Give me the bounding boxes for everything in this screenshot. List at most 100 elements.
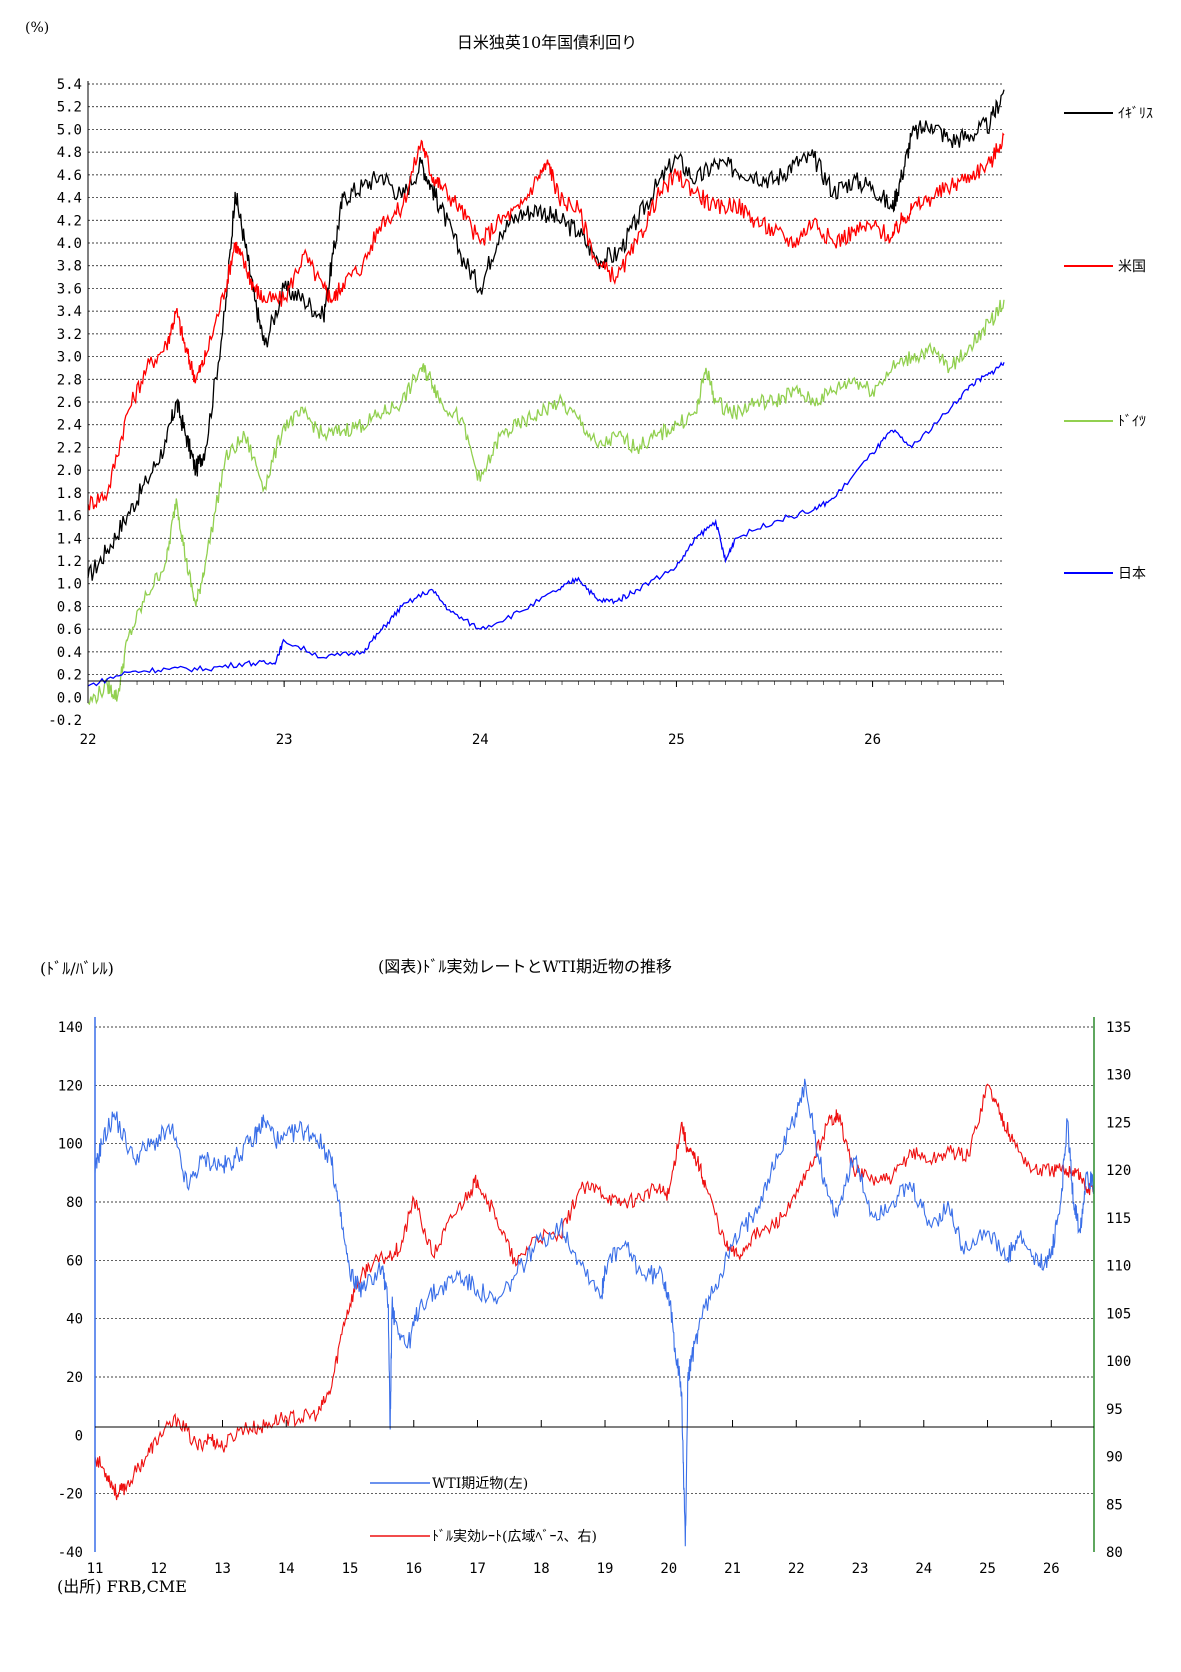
chart2-left-y-tick-label: 140: [58, 1020, 83, 1036]
chart2-left-y-tick-label: -20: [58, 1487, 83, 1503]
chart1-y-tick-label: 5.2: [57, 100, 82, 116]
chart1-y-tick-label: 0.6: [57, 622, 82, 638]
dollar-wti-chart: (ﾄﾞﾙ/ﾊﾞﾚﾙ) (図表)ﾄﾞﾙ実効レートとWTI期近物の推移 -40 -20…: [40, 957, 1131, 1596]
chart1-y-tick-label: 1.2: [57, 554, 82, 570]
chart1-y-tick-label: 3.6: [57, 281, 82, 297]
chart1-x-tick-label: 25: [668, 732, 685, 748]
chart1-y-tick-label: 5.0: [57, 122, 82, 138]
chart1-series-line-0: [87, 89, 1005, 581]
chart1-y-ticks: -0.2 0.0 0.2 0.4 0.6 0.8 1.0 1.2 1.4 1.6 1.8 2.0 2.2…: [48, 77, 82, 729]
chart1-legend-label: ｲｷﾞﾘｽ: [1118, 106, 1153, 122]
chart2-x-tick-label: 14: [278, 1561, 295, 1577]
chart1-y-tick-label: -0.2: [48, 713, 82, 729]
chart1-y-tick-label: 3.2: [57, 327, 82, 343]
chart1-x-tick-label: 23: [276, 732, 293, 748]
chart2-x-tick-label: 23: [852, 1561, 869, 1577]
chart1-series-line-1: [87, 132, 1005, 511]
chart2-x-tick-label: 25: [979, 1561, 996, 1577]
chart2-right-y-tick-label: 95: [1106, 1402, 1123, 1418]
chart2-x-tick-label: 11: [87, 1561, 104, 1577]
chart2-right-y-tick-label: 115: [1106, 1211, 1131, 1227]
chart1-y-tick-label: 1.0: [57, 577, 82, 593]
chart2-left-y-ticks: -40 -20 0 20 40 60 80 100 120 140: [58, 1020, 83, 1561]
chart1-y-tick-label: 1.8: [57, 486, 82, 502]
chart2-right-y-tick-label: 90: [1106, 1450, 1123, 1466]
chart1-y-tick-label: 3.4: [57, 304, 82, 320]
chart1-y-tick-label: 1.6: [57, 509, 82, 525]
chart2-right-y-tick-label: 80: [1106, 1545, 1123, 1561]
chart2-x-tick-label: 22: [788, 1561, 805, 1577]
chart2-left-y-tick-label: 60: [66, 1253, 83, 1269]
chart1-legend-label: 米国: [1118, 259, 1146, 275]
chart2-x-tick-label: 24: [915, 1561, 932, 1577]
chart2-x-tick-label: 15: [342, 1561, 359, 1577]
chart1-y-tick-label: 0.8: [57, 599, 82, 615]
chart1-y-tick-label: 3.0: [57, 350, 82, 366]
chart2-x-tick-label: 13: [214, 1561, 231, 1577]
chart2-y-unit-label: (ﾄﾞﾙ/ﾊﾞﾚﾙ): [40, 959, 114, 978]
chart2-title: (図表)ﾄﾞﾙ実効レートとWTI期近物の推移: [378, 957, 672, 976]
chart1-legend: ｲｷﾞﾘｽ 米国 ﾄﾞｲﾂ 日本: [1064, 106, 1153, 582]
chart2-legend: WTI期近物(左) ﾄﾞﾙ実効ﾚｰﾄ(広域ﾍﾞｰｽ、右): [370, 1476, 597, 1545]
chart1-y-tick-label: 4.2: [57, 213, 82, 229]
chart1-y-tick-label: 2.6: [57, 395, 82, 411]
chart2-right-y-tick-label: 100: [1106, 1354, 1131, 1370]
chart1-title: 日米独英10年国債利回り: [457, 33, 637, 52]
chart1-y-tick-label: 0.0: [57, 690, 82, 706]
chart1-x-tick-label: 24: [472, 732, 489, 748]
chart2-series-line-wti: [94, 1078, 1095, 1547]
chart2-right-y-tick-label: 110: [1106, 1259, 1131, 1275]
chart2-right-y-tick-label: 120: [1106, 1163, 1131, 1179]
chart2-left-y-tick-label: 80: [66, 1195, 83, 1211]
chart2-source-note: (出所) FRB,CME: [57, 1577, 187, 1596]
chart2-x-tick-label: 19: [597, 1561, 614, 1577]
chart2-left-y-tick-label: 0: [75, 1428, 83, 1444]
chart2-left-y-tick-label: 20: [66, 1370, 83, 1386]
chart2-right-y-tick-label: 85: [1106, 1497, 1123, 1513]
chart1-series-line-3: [87, 361, 1005, 687]
chart2-right-y-tick-label: 130: [1106, 1068, 1131, 1084]
chart2-x-tick-label: 21: [724, 1561, 741, 1577]
chart2-x-tick-label: 20: [660, 1561, 677, 1577]
chart2-x-ticks: 11 12 13 14 15 16 17 18 19 20 21 22 23 24 25 26: [87, 1420, 1060, 1577]
chart1-x-tick-label: 22: [80, 732, 97, 748]
chart1-y-tick-label: 5.4: [57, 77, 82, 93]
chart1-y-tick-label: 3.8: [57, 259, 82, 275]
chart1-y-tick-label: 2.8: [57, 372, 82, 388]
chart1-y-tick-label: 0.4: [57, 645, 82, 661]
chart1-legend-label: 日本: [1118, 566, 1146, 582]
chart2-series-line-dollar: [94, 1083, 1095, 1501]
chart2-x-tick-label: 12: [150, 1561, 167, 1577]
chart2-x-tick-label: 17: [469, 1561, 486, 1577]
chart1-y-tick-label: 4.8: [57, 145, 82, 161]
chart2-right-y-ticks: 80 85 90 95 100 105 110 115 120 125 130 135: [1106, 1020, 1131, 1561]
bond-yield-chart: (%) 日米独英10年国債利回り -0.2 0.0 0.2 0.4 0.6 0.8 1.0 1…: [25, 20, 1153, 748]
chart1-legend-label: ﾄﾞｲﾂ: [1118, 414, 1146, 430]
chart2-right-y-tick-label: 125: [1106, 1115, 1131, 1131]
chart1-y-unit-label: (%): [25, 20, 49, 36]
chart1-series-line-2: [87, 299, 1005, 706]
chart1-y-tick-label: 0.2: [57, 668, 82, 684]
chart2-legend-label: ﾄﾞﾙ実効ﾚｰﾄ(広域ﾍﾞｰｽ、右): [432, 1529, 597, 1545]
chart2-right-y-tick-label: 105: [1106, 1306, 1131, 1322]
chart2-x-tick-label: 18: [533, 1561, 550, 1577]
chart2-x-tick-label: 26: [1043, 1561, 1060, 1577]
chart2-x-tick-label: 16: [405, 1561, 422, 1577]
chart2-left-y-tick-label: 100: [58, 1137, 83, 1153]
chart2-left-y-tick-label: 120: [58, 1078, 83, 1094]
chart2-left-y-tick-label: -40: [58, 1545, 83, 1561]
chart2-left-y-tick-label: 40: [66, 1312, 83, 1328]
chart2-legend-label: WTI期近物(左): [432, 1476, 528, 1492]
chart1-series-lines: [87, 89, 1005, 706]
chart2-gridlines: [95, 1026, 1094, 1495]
chart1-gridlines: [88, 83, 1004, 675]
chart1-y-tick-label: 1.4: [57, 531, 82, 547]
chart1-x-tick-label: 26: [864, 732, 881, 748]
chart1-y-tick-label: 4.0: [57, 236, 82, 252]
chart1-y-tick-label: 4.4: [57, 191, 82, 207]
chart1-y-tick-label: 2.0: [57, 463, 82, 479]
chart2-series-lines: [94, 1078, 1095, 1547]
chart2-right-y-tick-label: 135: [1106, 1020, 1131, 1036]
chart1-y-tick-label: 2.2: [57, 440, 82, 456]
